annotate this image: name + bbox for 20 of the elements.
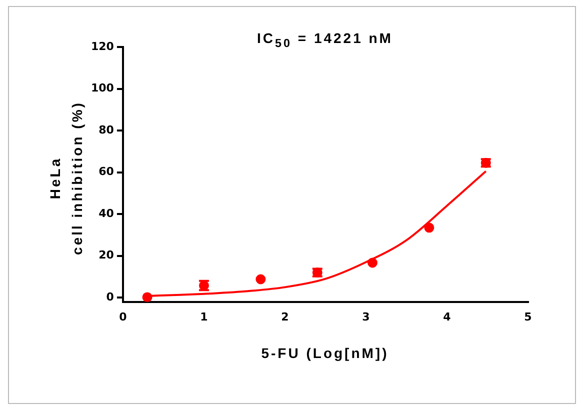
y-tick-label: 20: [98, 248, 114, 262]
y-tick-label: 40: [98, 206, 114, 220]
point: [424, 222, 434, 233]
x-tick-label: 2: [281, 310, 289, 324]
y-axis-title: HeLa cell inhibition (%): [46, 101, 86, 255]
point: [256, 274, 266, 284]
point: [142, 292, 152, 302]
y-tick-label: 120: [90, 40, 114, 53]
chart-title: IC$_{50}$ = 14221 nM: [256, 30, 394, 50]
x-tick-label: 1: [200, 310, 208, 324]
x-axis-title: 5-FU (Log[nM]): [260, 345, 390, 361]
y-tick-label: 100: [90, 82, 114, 95]
y-tick-label: 60: [98, 165, 114, 178]
x-tick-label: 5: [524, 310, 532, 324]
x-tick-label: 3: [362, 310, 370, 324]
x-tick-label: 4: [443, 310, 452, 324]
y-tick-label: 80: [98, 123, 114, 136]
x-tick-label: 0: [119, 310, 128, 324]
point: [367, 258, 378, 268]
y-tick-label: 0: [106, 290, 114, 304]
